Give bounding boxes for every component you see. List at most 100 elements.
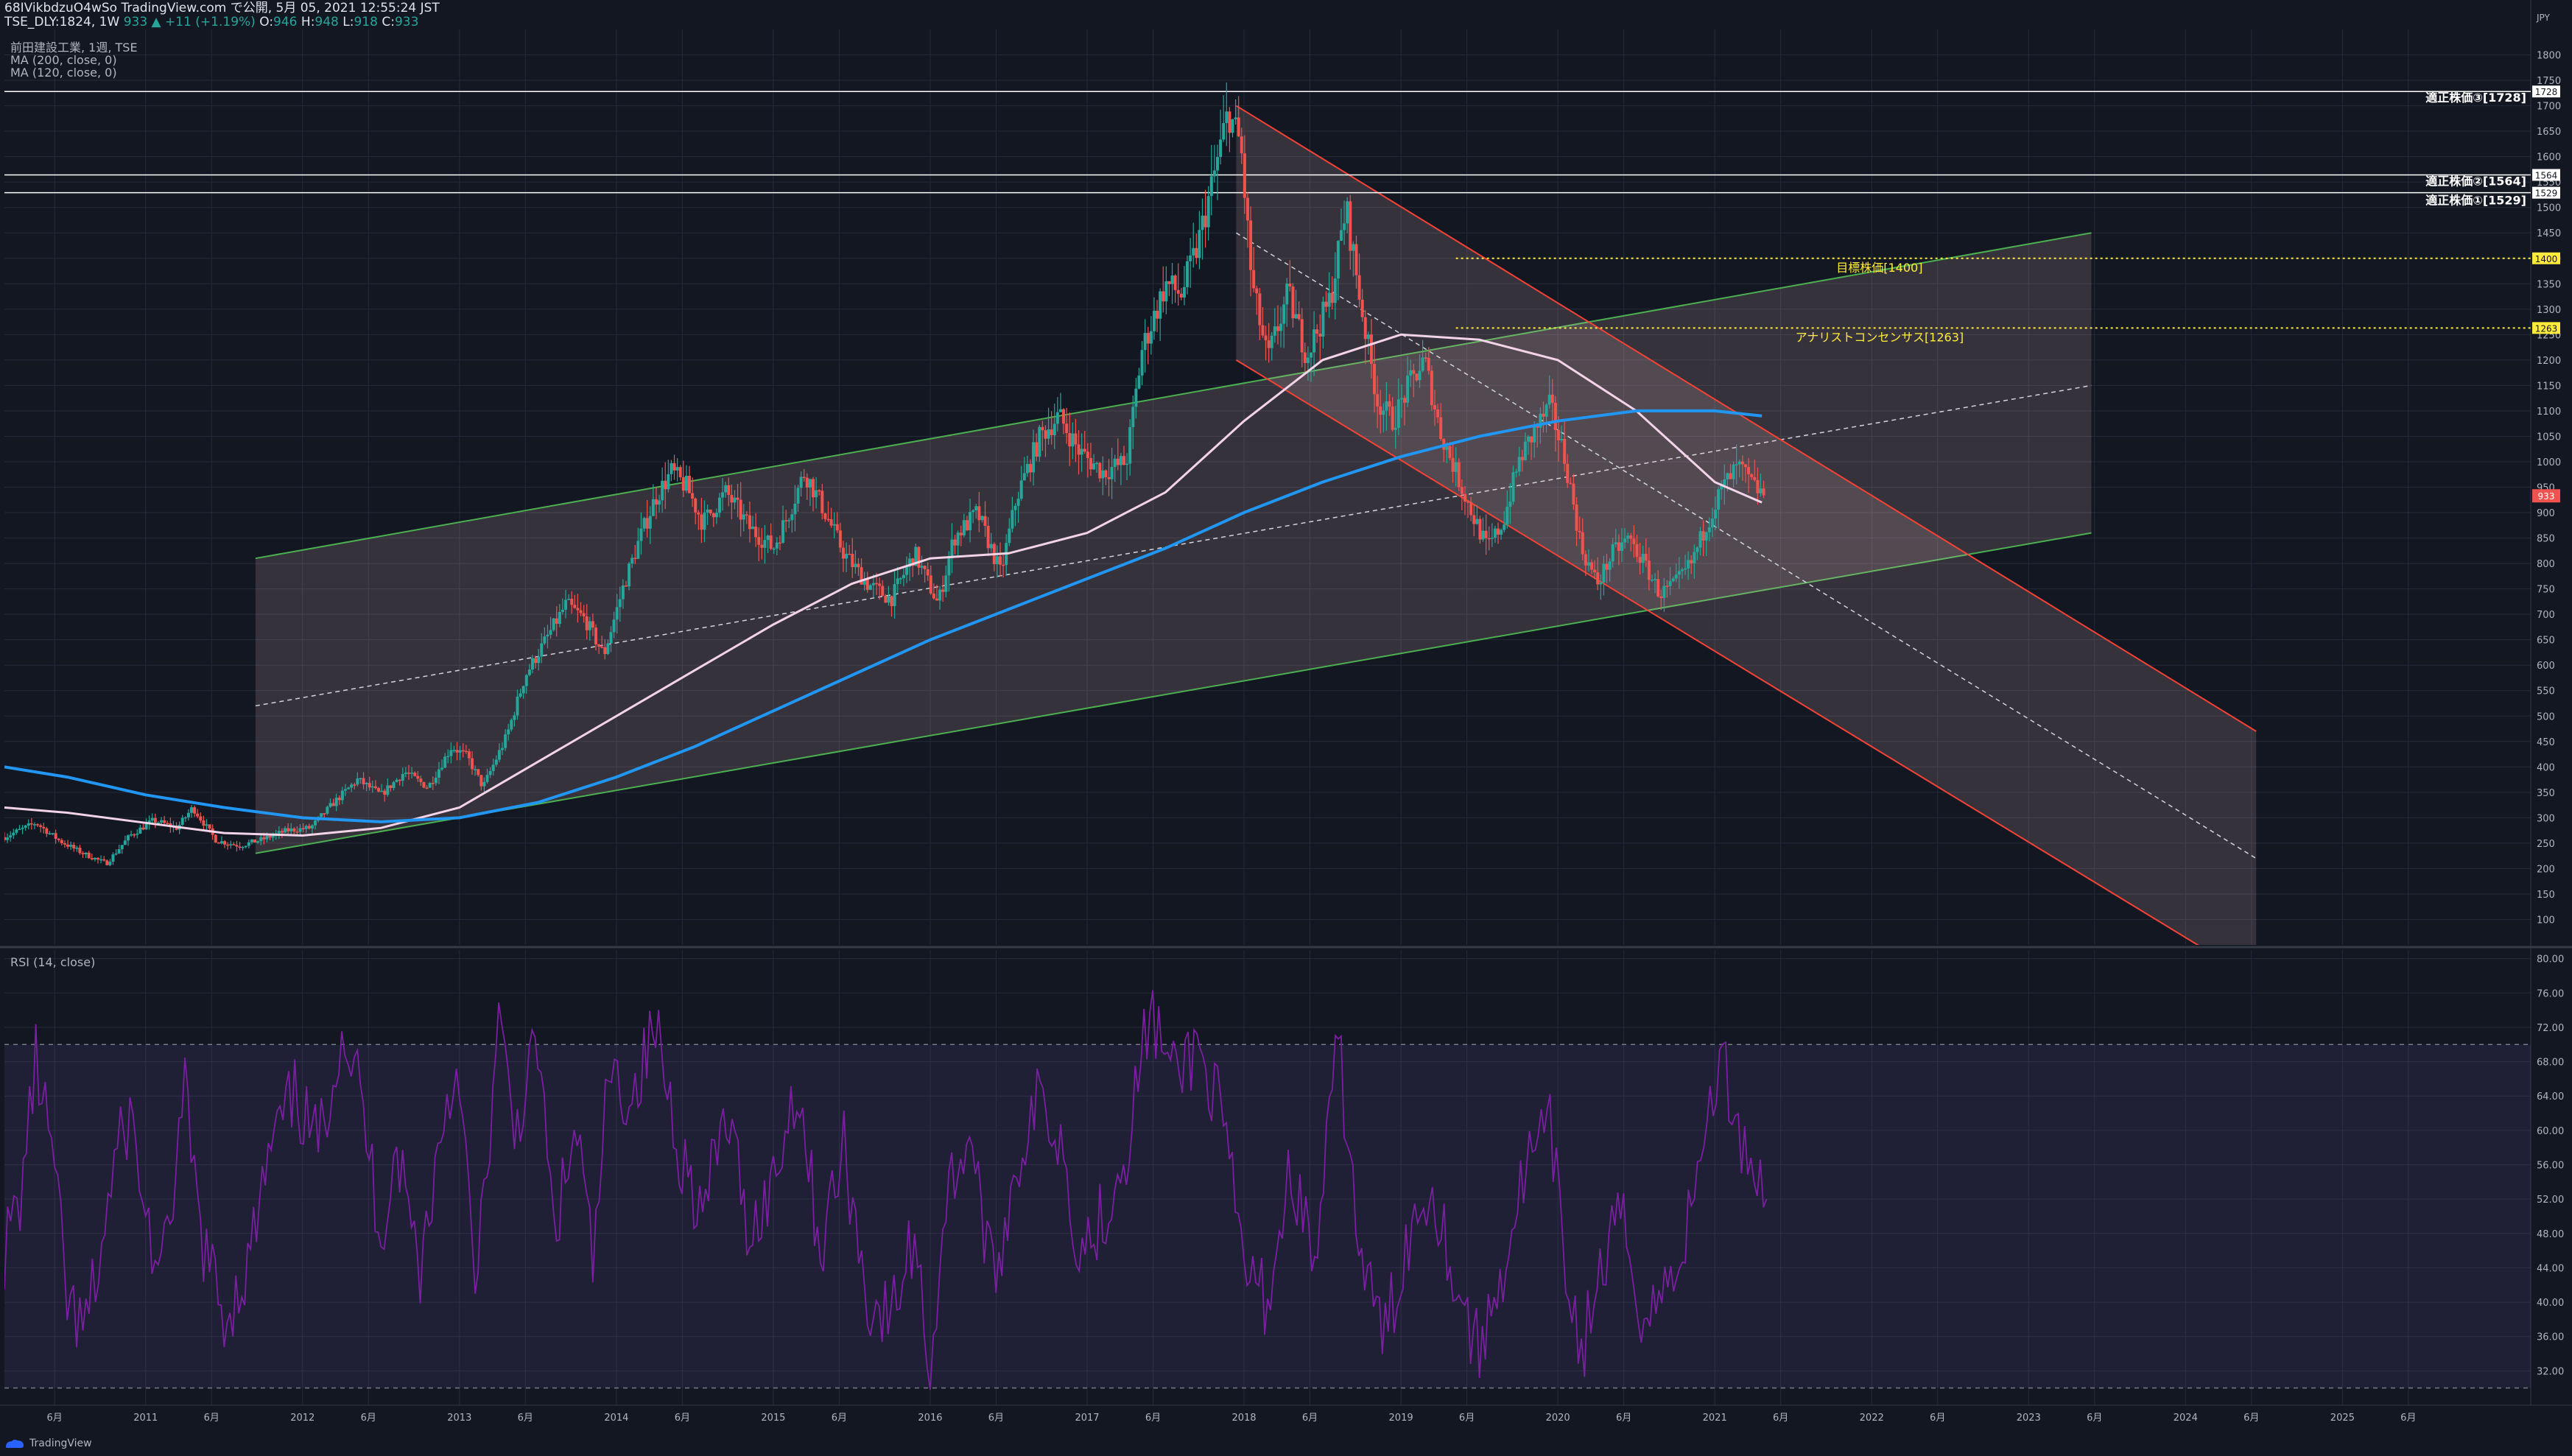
candle-body xyxy=(1313,329,1316,353)
candle-body xyxy=(51,833,55,834)
candle-body xyxy=(884,595,888,603)
candle-body xyxy=(474,769,477,770)
candle-body xyxy=(90,858,94,859)
candle-body xyxy=(1152,310,1156,331)
candle-body xyxy=(323,813,326,815)
candle-body xyxy=(953,539,957,546)
candle-body xyxy=(292,828,296,832)
candle-body xyxy=(507,729,510,735)
price-tick-label: 1750 xyxy=(2537,76,2561,87)
candle-body xyxy=(63,843,66,845)
candle-body xyxy=(66,844,70,847)
candle-body xyxy=(811,479,815,498)
candle-body xyxy=(1581,532,1584,555)
candle-body xyxy=(1297,314,1301,320)
candle-body xyxy=(1553,403,1557,430)
candle-body xyxy=(769,535,773,549)
legend-ma200[interactable]: MA (200, close, 0) xyxy=(10,53,117,67)
candle-body xyxy=(805,477,809,488)
candle-body xyxy=(340,790,344,801)
candle-body xyxy=(923,566,927,569)
candle-body xyxy=(1756,479,1760,493)
level-label[interactable]: 目標株価[1400] xyxy=(1836,261,1922,275)
rsi-axis[interactable]: 32.00 36.00 40.00 44.00 48.00 52.00 56.00 60.00… xyxy=(2537,954,2564,1378)
candle-body xyxy=(959,532,963,535)
candle-body xyxy=(6,837,10,840)
candle-body xyxy=(1698,531,1702,548)
candle-body xyxy=(1089,457,1092,470)
candle-body xyxy=(1231,119,1234,133)
candle-body xyxy=(1424,357,1427,359)
candle-body xyxy=(1732,464,1735,479)
candle-body xyxy=(1373,364,1377,395)
candle-body xyxy=(1629,535,1633,539)
candle-body xyxy=(821,490,824,514)
candle-body xyxy=(962,520,966,535)
candle-body xyxy=(262,837,266,840)
ma120-line[interactable] xyxy=(4,333,1763,837)
price-tick-label: 1650 xyxy=(2537,127,2561,138)
candle-body xyxy=(1457,462,1461,488)
price-axis[interactable]: 100 150 200 250 300 350 400 450 500 550 600 650 700 7… xyxy=(2532,13,2561,926)
candle-body xyxy=(932,593,935,599)
candle-body xyxy=(1255,288,1259,294)
candle-body xyxy=(78,848,82,854)
candle-body xyxy=(280,831,284,833)
level-label[interactable]: 適正株価③[1728] xyxy=(2425,91,2526,105)
down-channel-lower[interactable] xyxy=(1235,359,2256,980)
down-channel-mid[interactable] xyxy=(1235,232,2257,859)
level-label[interactable]: 適正株価①[1529] xyxy=(2425,194,2526,208)
price-tick-label: 1050 xyxy=(2537,432,2561,443)
candle-body xyxy=(1276,326,1279,331)
candle-body xyxy=(389,785,393,788)
time-axis[interactable]: 6月 2011 6月 2012 6月 2013 6月 2014 6月 2015 6月 2016 6月 20… xyxy=(47,1413,2417,1424)
level-label[interactable]: アナリストコンセンサス[1263] xyxy=(1796,330,1964,344)
rsi-line[interactable] xyxy=(4,990,1768,1390)
candle-body xyxy=(802,476,806,479)
last-price: 933 xyxy=(123,15,148,29)
candle-body xyxy=(93,857,96,859)
candle-body xyxy=(986,526,990,549)
candle-body xyxy=(271,835,275,838)
legend-rsi[interactable]: RSI (14, close) xyxy=(10,955,96,969)
candle-body xyxy=(1747,467,1751,474)
candle-body xyxy=(1463,493,1466,502)
candle-body xyxy=(781,520,785,543)
legend-symbol[interactable]: 前田建設工業, 1週, TSE xyxy=(10,41,138,54)
level-price-tag-text: 1263 xyxy=(2535,323,2558,334)
level-label[interactable]: 適正株価②[1564] xyxy=(2425,174,2526,188)
down-channel-fill[interactable] xyxy=(1236,105,2257,981)
candle-body xyxy=(1352,244,1355,251)
candle-body xyxy=(636,541,640,559)
candle-body xyxy=(1225,111,1229,124)
candle-body xyxy=(117,848,121,854)
candle-body xyxy=(1743,464,1747,468)
main-pane[interactable] xyxy=(3,82,2531,980)
down-channel-upper[interactable] xyxy=(1235,105,2257,732)
candle-body xyxy=(1710,518,1714,528)
candle-body xyxy=(1566,463,1570,483)
candle-body xyxy=(123,840,127,845)
candle-body xyxy=(977,506,981,521)
rsi-pane[interactable] xyxy=(4,990,2531,1390)
candle-body xyxy=(57,838,60,840)
candle-body xyxy=(1267,340,1271,348)
candle-body xyxy=(648,516,652,529)
tradingview-brand[interactable]: TradingView xyxy=(4,1438,92,1449)
candle-body xyxy=(546,634,549,637)
candle-body xyxy=(935,598,938,601)
currency-label: JPY xyxy=(2536,13,2551,23)
up-channel-upper[interactable] xyxy=(255,232,2092,560)
legend-ma120[interactable]: MA (120, close, 0) xyxy=(10,66,117,80)
tradingview-brand-label: TradingView xyxy=(29,1438,92,1449)
candle-body xyxy=(606,643,610,655)
candle-body xyxy=(1215,157,1219,171)
candles[interactable] xyxy=(3,82,1765,867)
ma200-line[interactable] xyxy=(4,409,1763,823)
up-channel-lower[interactable] xyxy=(255,532,2092,854)
candle-body xyxy=(1303,352,1307,363)
candle-body xyxy=(1028,463,1032,473)
level-price-tag-text: 1529 xyxy=(2535,189,2558,199)
candle-body xyxy=(1632,538,1636,544)
